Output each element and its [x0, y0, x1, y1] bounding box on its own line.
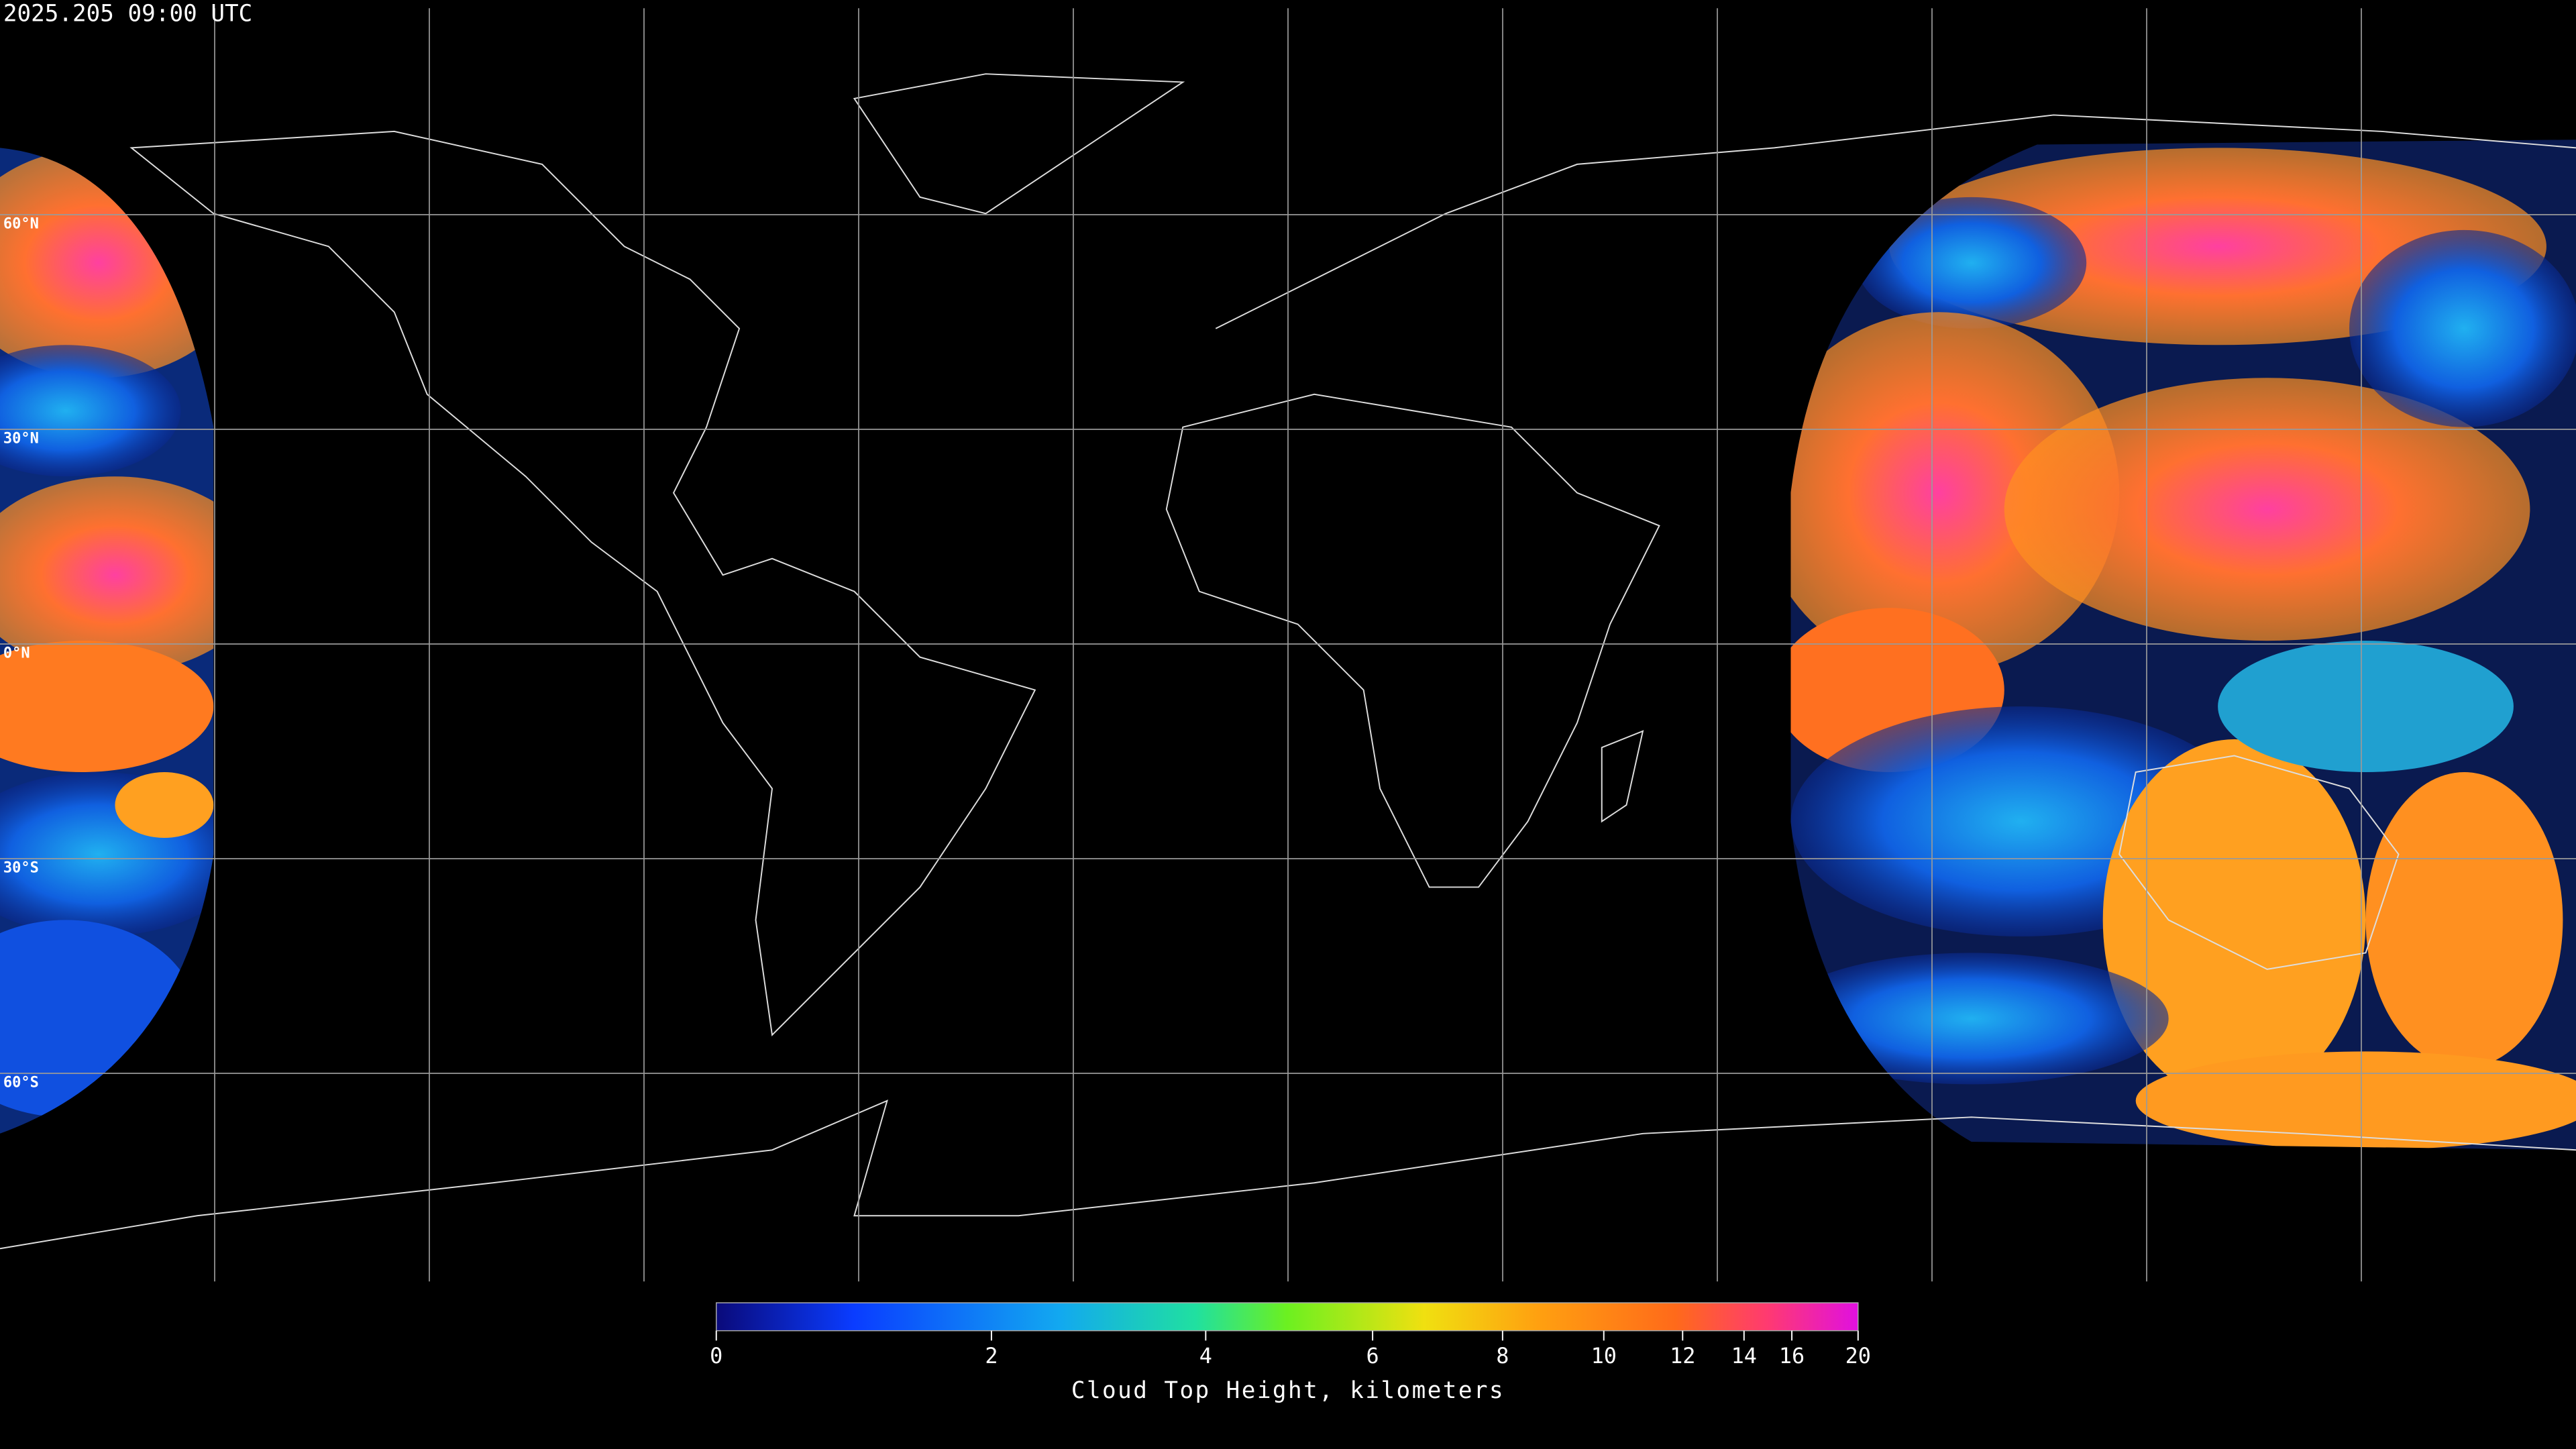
colorbar-tick-label: 12 [1670, 1343, 1695, 1368]
satellite-disc-west [0, 148, 214, 1134]
latitude-label: 0°N [3, 645, 30, 662]
latitude-label: 60°S [3, 1075, 39, 1091]
colorbar-tick-label: 14 [1731, 1343, 1757, 1368]
graticule [0, 8, 2576, 1282]
coastlines [0, 73, 2576, 1250]
colorbar-tick-label: 6 [1366, 1343, 1379, 1368]
colorbar-label: Cloud Top Height, kilometers [1071, 1377, 1505, 1404]
colorbar-tick-label: 16 [1779, 1343, 1805, 1368]
colorbar-tick-label: 0 [710, 1343, 722, 1368]
timestamp: 2025.205 09:00 UTC [3, 1, 252, 28]
latitude-label: 30°N [3, 431, 39, 447]
latitude-label: 60°N [3, 216, 39, 233]
satellite-disc-east [1790, 140, 2576, 1150]
colorbar-tick-label: 10 [1591, 1343, 1617, 1368]
colorbar [716, 1302, 1859, 1332]
colorbar-tick-label: 2 [985, 1343, 998, 1368]
latitude-label: 30°S [3, 860, 39, 877]
colorbar-tick-label: 20 [1845, 1343, 1871, 1368]
colorbar-tick-label: 4 [1199, 1343, 1212, 1368]
colorbar-tick-label: 8 [1496, 1343, 1509, 1368]
